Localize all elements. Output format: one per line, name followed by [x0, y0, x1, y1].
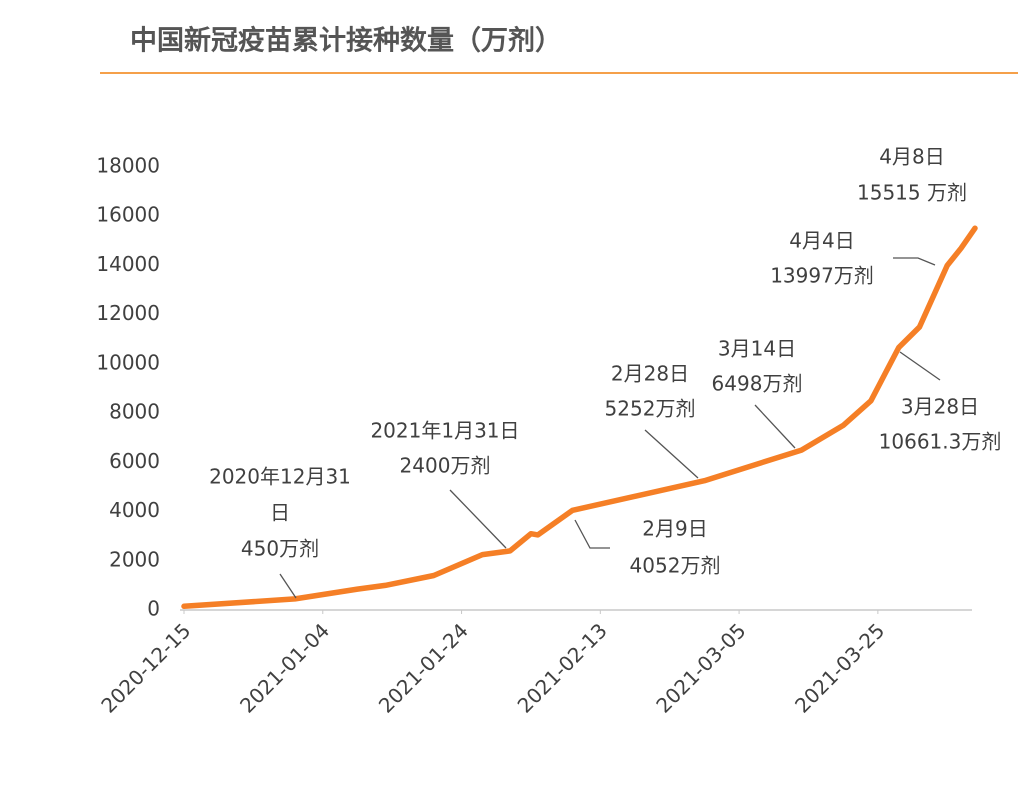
annotation: 13997万剂: [770, 264, 874, 288]
annotation: 2021年1月31日: [370, 419, 519, 443]
annotation: 2020年12月31: [209, 465, 351, 489]
annotation: 450万剂: [241, 537, 319, 561]
leader-line: [449, 489, 507, 549]
annotation: 3月14日: [718, 337, 796, 361]
y-tick-label: 10000: [96, 350, 160, 374]
annotation: 2月28日: [611, 362, 689, 386]
y-tick-label: 0: [147, 597, 160, 621]
annotation: 6498万剂: [712, 372, 803, 396]
y-tick-label: 6000: [109, 449, 160, 473]
annotation: 3月28日: [901, 395, 979, 419]
y-tick-label: 4000: [109, 498, 160, 522]
chart-title: 中国新冠疫苗累计接种数量（万剂）: [130, 25, 562, 57]
annotation: 4月4日: [789, 229, 854, 253]
annotation: 10661.3万剂: [879, 430, 1002, 454]
data-line: [181, 225, 978, 610]
leader-line: [644, 429, 699, 479]
y-tick-label: 8000: [109, 400, 160, 424]
leader-line: [754, 404, 796, 449]
annotation: 4月8日: [879, 145, 944, 169]
leader-line: [893, 257, 936, 266]
annotation: 4052万剂: [630, 554, 721, 578]
y-tick-label: 14000: [96, 252, 160, 276]
y-tick-label: 16000: [96, 203, 160, 227]
leader-line: [279, 573, 297, 599]
y-tick-label: 18000: [96, 154, 160, 178]
annotation: 5252万剂: [605, 397, 696, 421]
leader-line: [574, 519, 610, 549]
annotation: 日: [270, 501, 290, 525]
annotation: 15515 万剂: [857, 181, 967, 205]
annotation: 2月9日: [642, 517, 707, 541]
leader-line: [899, 351, 941, 381]
y-tick-label: 2000: [109, 547, 160, 571]
annotation: 2400万剂: [400, 454, 491, 478]
y-tick-label: 12000: [96, 301, 160, 325]
